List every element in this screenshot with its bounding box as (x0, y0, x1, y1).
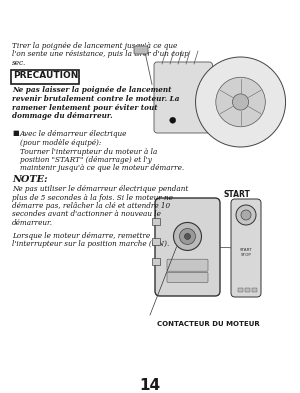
Text: START
STOP: START STOP (240, 248, 252, 257)
Circle shape (241, 210, 251, 220)
FancyBboxPatch shape (238, 288, 243, 292)
Text: ■: ■ (12, 130, 19, 136)
Text: (pour modèle équipé):: (pour modèle équipé): (20, 139, 101, 147)
Text: plus de 5 secondes à la fois. Si le moteur ne: plus de 5 secondes à la fois. Si le mote… (12, 193, 173, 202)
FancyBboxPatch shape (167, 272, 208, 283)
Circle shape (173, 222, 202, 250)
Text: maintenir jusqu'à ce que le moteur démarre.: maintenir jusqu'à ce que le moteur démar… (20, 165, 184, 173)
Text: démarre pas, relâcher la clé et attendre 10: démarre pas, relâcher la clé et attendre… (12, 202, 170, 210)
Text: Tirer la poignée de lancement jusqu'à ce que: Tirer la poignée de lancement jusqu'à ce… (12, 42, 177, 50)
FancyBboxPatch shape (245, 288, 250, 292)
Text: sec.: sec. (12, 59, 26, 67)
Circle shape (216, 77, 265, 127)
Text: PRECAUTION: PRECAUTION (13, 72, 78, 81)
Text: Ne pas utiliser le démarreur électrique pendant: Ne pas utiliser le démarreur électrique … (12, 185, 188, 193)
FancyBboxPatch shape (134, 46, 148, 54)
Circle shape (184, 233, 190, 239)
FancyBboxPatch shape (152, 258, 160, 265)
FancyBboxPatch shape (167, 259, 208, 271)
Text: Tourner l'interrupteur du moteur à la: Tourner l'interrupteur du moteur à la (20, 147, 158, 156)
Text: CONTACTEUR DU MOTEUR: CONTACTEUR DU MOTEUR (157, 321, 260, 327)
Text: Avec le démarreur électrique: Avec le démarreur électrique (20, 130, 128, 138)
Text: revenir brutalement contre le moteur. La: revenir brutalement contre le moteur. La (12, 95, 179, 103)
FancyBboxPatch shape (154, 62, 212, 133)
Text: secondes avant d'actionner à nouveau le: secondes avant d'actionner à nouveau le (12, 211, 161, 219)
Circle shape (236, 205, 256, 225)
Text: l'on sente une résistance, puis la tirer d'un coup: l'on sente une résistance, puis la tirer… (12, 50, 189, 59)
Text: l'interrupteur sur la position marche (ON).: l'interrupteur sur la position marche (O… (12, 240, 169, 248)
Text: NOTE:: NOTE: (12, 175, 48, 184)
Text: démarreur.: démarreur. (12, 219, 53, 227)
FancyBboxPatch shape (152, 238, 160, 245)
Text: Ne pas laisser la poignée de lancement: Ne pas laisser la poignée de lancement (12, 86, 172, 94)
Text: ramener lentement pour éviter tout: ramener lentement pour éviter tout (12, 103, 158, 112)
FancyBboxPatch shape (231, 199, 261, 297)
Text: dommage du démarreur.: dommage du démarreur. (12, 112, 112, 120)
Circle shape (232, 94, 249, 110)
Circle shape (196, 57, 286, 147)
FancyBboxPatch shape (152, 218, 160, 225)
Text: position "START" (démarrage) et l'y: position "START" (démarrage) et l'y (20, 156, 152, 164)
Text: START: START (224, 190, 250, 199)
FancyBboxPatch shape (252, 288, 257, 292)
FancyBboxPatch shape (11, 70, 79, 83)
Circle shape (170, 117, 176, 123)
Text: Lorsque le moteur démarre, remettre: Lorsque le moteur démarre, remettre (12, 231, 150, 239)
FancyBboxPatch shape (155, 198, 220, 296)
Text: 14: 14 (140, 378, 160, 393)
Circle shape (179, 228, 196, 244)
